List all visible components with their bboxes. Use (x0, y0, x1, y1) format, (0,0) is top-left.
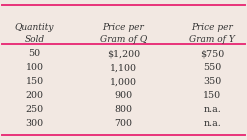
Text: 900: 900 (114, 91, 133, 100)
Text: 550: 550 (203, 63, 222, 72)
Text: $1,200: $1,200 (107, 49, 140, 58)
Text: n.a.: n.a. (204, 119, 221, 128)
Text: 800: 800 (115, 105, 132, 114)
Text: 1,000: 1,000 (110, 77, 137, 86)
Text: Price per
Gram of Y: Price per Gram of Y (189, 23, 235, 44)
Text: 700: 700 (115, 119, 132, 128)
Text: 100: 100 (26, 63, 43, 72)
Text: 150: 150 (25, 77, 44, 86)
Text: 250: 250 (25, 105, 44, 114)
Text: 300: 300 (25, 119, 44, 128)
Text: Price per
Gram of Q: Price per Gram of Q (100, 23, 147, 44)
Text: 350: 350 (203, 77, 222, 86)
Text: 50: 50 (28, 49, 41, 58)
Text: n.a.: n.a. (204, 105, 221, 114)
Text: $750: $750 (200, 49, 225, 58)
Text: Quantity
Sold: Quantity Sold (15, 23, 54, 44)
Text: 150: 150 (203, 91, 222, 100)
Text: 1,100: 1,100 (110, 63, 137, 72)
Text: 200: 200 (26, 91, 43, 100)
